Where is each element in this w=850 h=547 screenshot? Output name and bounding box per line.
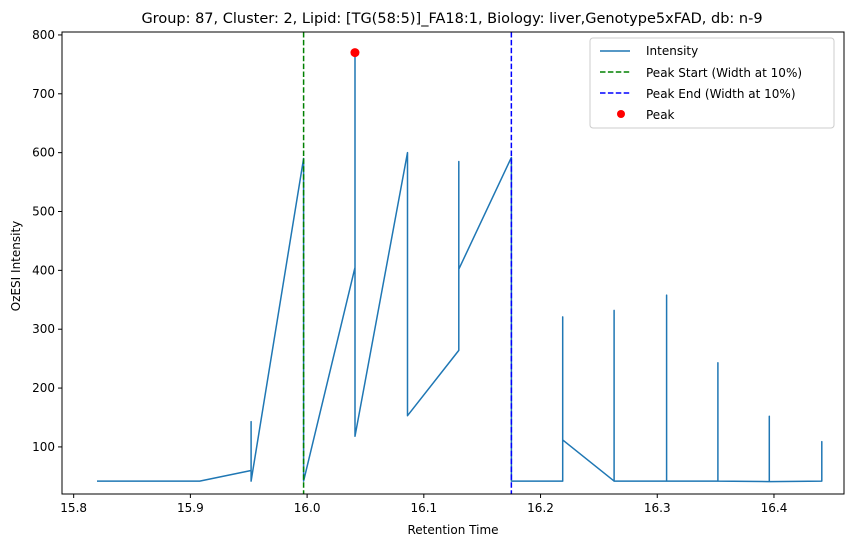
legend-label-peak-start: Peak Start (Width at 10%) [646,66,802,80]
x-tick-label: 16.2 [527,501,554,515]
y-axis: 100 200 300 400 500 600 700 800 [32,28,62,454]
y-tick-label: 100 [32,440,55,454]
x-tick-label: 16.4 [761,501,788,515]
x-tick-label: 16.1 [410,501,437,515]
x-tick-label: 15.8 [60,501,87,515]
legend-box [589,37,835,129]
y-tick-label: 700 [32,87,55,101]
y-axis-title: OzESI Intensity [9,221,23,312]
peak-point [350,48,360,58]
x-tick-label: 15.9 [177,501,204,515]
y-tick-label: 500 [32,205,55,219]
y-tick-label: 300 [32,322,55,336]
legend-label-peak-end: Peak End (Width at 10%) [646,87,796,101]
plot-frame [61,31,845,495]
chart-title: Group: 87, Cluster: 2, Lipid: [TG(58:5)]… [141,11,762,27]
y-tick-label: 600 [32,146,55,160]
y-tick-label: 200 [32,381,55,395]
x-tick-label: 16.0 [294,501,321,515]
x-axis-title: Retention Time [407,523,498,537]
legend: Intensity Peak Start (Width at 10%) Peak… [589,37,835,129]
legend-label-intensity: Intensity [646,44,698,58]
plot-area [97,32,823,494]
y-tick-label: 800 [32,28,55,42]
x-axis: 15.8 15.9 16.0 16.1 16.2 16.3 16.4 [60,494,787,515]
x-tick-label: 16.3 [644,501,671,515]
y-tick-label: 400 [32,263,55,277]
legend-label-peak: Peak [646,108,675,122]
legend-swatch-peak [617,110,625,118]
